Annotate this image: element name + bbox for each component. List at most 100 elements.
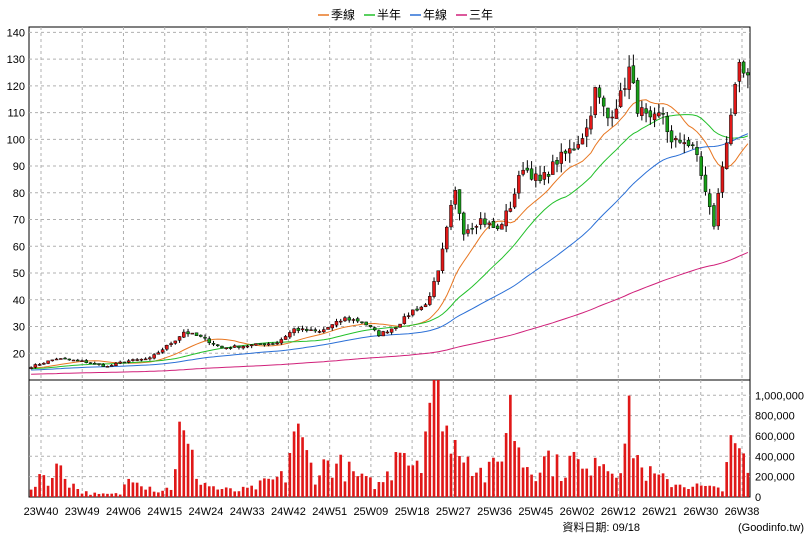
candle-body: [326, 327, 330, 330]
x-tick-label: 24W15: [147, 506, 182, 518]
candle-body: [288, 332, 292, 338]
candle-body: [347, 317, 351, 321]
volume-tick-label: 400,000: [755, 451, 795, 463]
volume-bar: [483, 482, 487, 497]
volume-bar: [182, 430, 186, 497]
candle-body: [423, 304, 428, 308]
candle-body: [160, 349, 165, 353]
volume-bar: [682, 487, 686, 497]
volume-bar: [436, 380, 440, 497]
candle-body: [491, 220, 496, 228]
price-grid: [29, 27, 750, 380]
volume-bar: [144, 489, 147, 497]
volume-bar: [403, 453, 406, 497]
candle-body: [652, 113, 657, 121]
x-tick-label: 24W42: [271, 506, 306, 518]
candle-body: [555, 160, 559, 165]
volume-bar: [390, 480, 393, 497]
volume-bar: [738, 448, 741, 497]
volume-bar: [428, 402, 432, 497]
volume-bar: [441, 431, 444, 497]
volume-bar: [657, 474, 661, 497]
volume-bar: [708, 485, 712, 497]
candle-body: [322, 329, 326, 333]
candle-body: [568, 148, 572, 154]
candle-body: [63, 357, 67, 360]
candle-body: [360, 321, 364, 324]
volume-bar: [623, 443, 627, 497]
candle-body: [80, 360, 84, 362]
candle-body: [521, 169, 525, 175]
candle-body: [377, 330, 381, 337]
candle-body: [411, 309, 415, 316]
volume-bar: [360, 473, 364, 497]
volume-bar: [296, 423, 300, 497]
volume-bar: [530, 474, 533, 497]
candle-body: [309, 329, 313, 331]
volume-bar: [174, 469, 177, 497]
candle-body: [355, 318, 360, 322]
candle-body: [576, 144, 580, 149]
candle-body: [729, 114, 733, 145]
candle-body: [199, 334, 203, 337]
legend-label: 半年: [377, 8, 401, 22]
volume-bar: [280, 471, 283, 497]
x-tick-label: 26W02: [560, 506, 595, 518]
candle-body: [657, 112, 661, 117]
volume-bar: [585, 468, 589, 497]
candle-body: [415, 308, 419, 311]
candle-body: [674, 138, 678, 141]
candle-body: [627, 66, 631, 90]
volume-bar: [46, 485, 50, 497]
candle-body: [207, 338, 211, 344]
volume-bar: [424, 431, 427, 497]
candle-body: [275, 342, 279, 345]
volume-bar: [67, 487, 71, 497]
volume-bar: [284, 482, 287, 497]
x-tick-label: 24W06: [106, 506, 141, 518]
candle-body: [76, 359, 80, 362]
volume-bar: [640, 467, 644, 497]
volume-bar: [34, 486, 37, 497]
x-tick-label: 25W45: [518, 506, 553, 518]
candle-body: [292, 328, 296, 334]
volume-bar: [559, 481, 563, 497]
price-tick-label: 120: [7, 81, 25, 93]
x-tick-label: 25W09: [353, 506, 388, 518]
candle-body: [262, 343, 267, 346]
volume-bar: [670, 487, 673, 497]
candle-body: [474, 226, 479, 228]
candle-body: [156, 352, 161, 355]
volume-bar: [258, 480, 262, 497]
candle-body: [122, 361, 127, 364]
volume-bar: [55, 463, 58, 497]
volume-bar: [59, 465, 63, 497]
candle-body: [593, 87, 597, 116]
candle-body: [512, 193, 517, 208]
candle-body: [402, 316, 407, 324]
volume-bar: [695, 483, 699, 497]
volume-bar: [364, 476, 368, 497]
volume-bar: [343, 481, 347, 497]
price-tick-label: 30: [13, 322, 25, 334]
candle-body: [500, 224, 504, 230]
candle-body: [597, 87, 602, 98]
candle-body: [635, 80, 640, 114]
volume-axis-ticks: 0 200,000 400,000 600,000 800,000 1,000,000: [755, 390, 804, 504]
volume-bar: [636, 455, 639, 497]
candle-body: [589, 115, 593, 130]
volume-bar: [72, 483, 75, 497]
candle-body: [445, 226, 449, 250]
candle-body: [186, 331, 190, 335]
volume-bar: [534, 481, 538, 497]
volume-bar: [203, 482, 207, 497]
volume-bar: [453, 439, 457, 497]
legend-label: 季線: [331, 7, 355, 22]
candle-body: [135, 359, 139, 361]
volume-bar: [687, 488, 690, 497]
candle-body: [88, 362, 93, 364]
candle-body: [351, 319, 356, 321]
candle-body: [271, 343, 275, 345]
price-axis-ticks: 20 30 40 50 60 70 80 90 100 110 120 130 140: [7, 27, 25, 360]
